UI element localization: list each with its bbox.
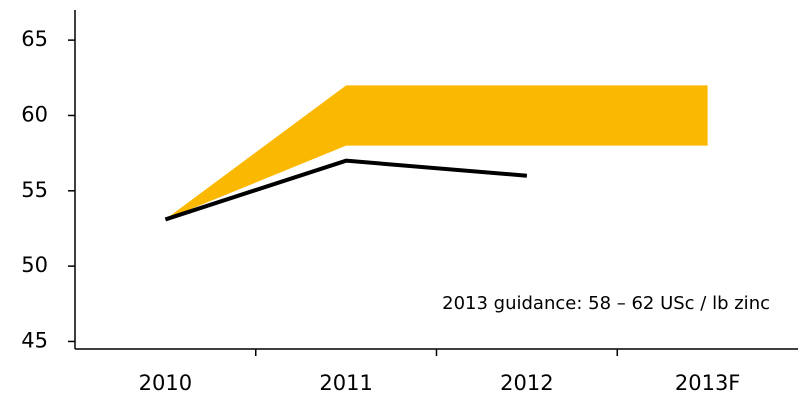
y-tick-label: 60 xyxy=(21,102,48,126)
line xyxy=(164,158,528,222)
y-tick-label: 50 xyxy=(21,253,48,277)
x-tick-label: 2011 xyxy=(319,371,372,395)
y-tick-label: 55 xyxy=(21,178,48,202)
guidance-band xyxy=(165,85,708,220)
annotation: 2013 guidance: 58 – 62 USc / lb zinc xyxy=(442,293,770,314)
x-tick-label: 2012 xyxy=(500,371,553,395)
y-tick-label: 65 xyxy=(21,27,48,51)
y-tick-label: 45 xyxy=(21,328,48,352)
x-tick-label: 2010 xyxy=(139,371,192,395)
x-tick-label: 2013F xyxy=(675,371,741,395)
